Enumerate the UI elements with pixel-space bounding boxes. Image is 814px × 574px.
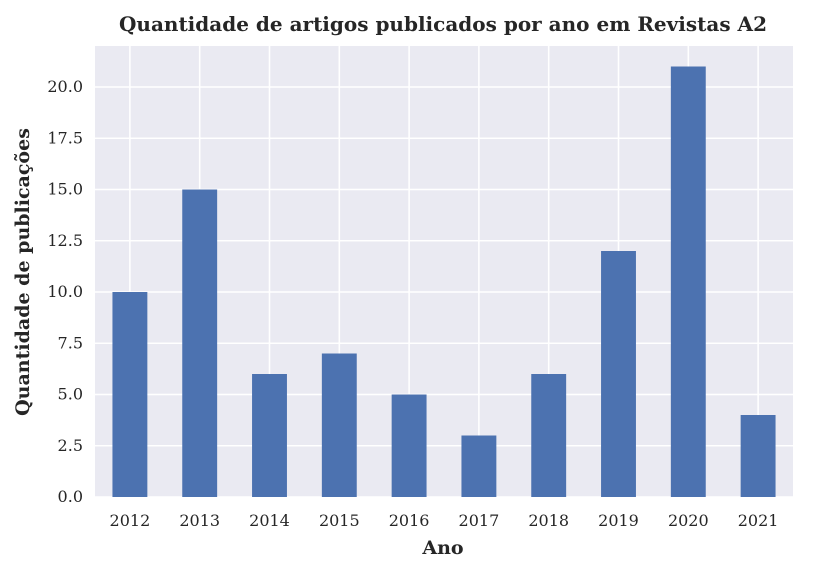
x-axis-label: Ano [421,537,463,559]
x-tick-label: 2019 [598,511,639,530]
x-tick-label: 2021 [738,511,779,530]
bar-2018 [531,374,567,497]
x-tick-label: 2017 [459,511,500,530]
y-tick-label: 10.0 [47,282,83,301]
y-tick-label: 7.5 [58,333,83,352]
y-tick-label: 15.0 [47,180,83,199]
y-tick-label: 17.5 [47,128,83,147]
bar-2021 [740,415,776,497]
bar-2017 [461,435,497,497]
x-tick-label: 2012 [110,511,151,530]
bar-2016 [391,394,427,497]
y-axis-ticks: 0.0 2.5 5.0 7.5 10.0 12.5 15.0 17.5 20.0 [47,77,83,506]
x-tick-label: 2016 [389,511,430,530]
x-axis-ticks: 2012 2013 2014 2015 2016 2017 2018 2019 2020 2021 [110,511,779,530]
bar-2020 [670,66,706,497]
y-tick-label: 0.0 [58,487,83,506]
x-tick-label: 2018 [528,511,569,530]
x-tick-label: 2015 [319,511,360,530]
y-axis-label: Quantidade de publicações [12,128,34,416]
bar-2019 [601,251,636,497]
bars [112,66,776,497]
y-tick-label: 20.0 [47,77,83,96]
y-tick-label: 12.5 [47,231,83,250]
bar-2015 [321,353,357,497]
y-tick-label: 5.0 [58,385,83,404]
y-tick-label: 2.5 [58,436,83,455]
chart-title: Quantidade de artigos publicados por ano… [119,12,767,36]
x-tick-label: 2014 [249,511,290,530]
bar-2012 [112,292,148,497]
bar-2013 [182,189,218,497]
x-tick-label: 2013 [179,511,220,530]
bar-2014 [252,374,287,497]
x-tick-label: 2020 [668,511,709,530]
